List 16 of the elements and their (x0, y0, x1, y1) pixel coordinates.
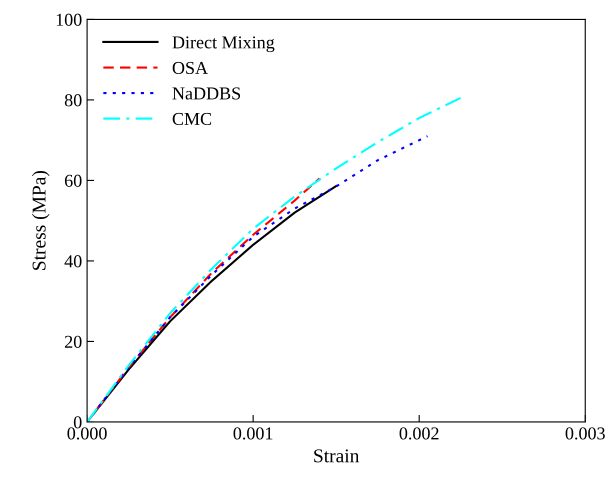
x-tick-label: 0.002 (400, 427, 439, 440)
legend-label: Direct Mixing (172, 36, 274, 52)
y-tick-label: 60 (64, 174, 82, 187)
y-tick-label: 40 (64, 255, 82, 268)
y-tick-label: 80 (64, 94, 82, 106)
legend-label: OSA (172, 62, 208, 74)
x-tick-label: 0.003 (566, 427, 605, 440)
y-axis-title: Stress (MPa) (32, 171, 50, 270)
y-tick-label: 0 (74, 416, 82, 428)
legend-label: CMC (172, 112, 212, 126)
y-tick-label: 100 (56, 14, 82, 26)
x-tick-label: 0.000 (67, 427, 107, 440)
x-axis-title: Strain (314, 449, 360, 462)
legend-label: NaDDBS (172, 87, 240, 100)
x-tick-label: 0.001 (234, 427, 272, 440)
y-tick-label: 20 (64, 336, 82, 348)
